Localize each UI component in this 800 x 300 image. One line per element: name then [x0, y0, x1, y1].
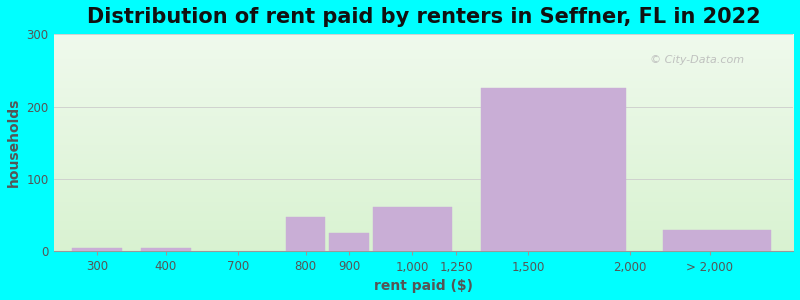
Title: Distribution of rent paid by renters in Seffner, FL in 2022: Distribution of rent paid by renters in … [86, 7, 760, 27]
Bar [141, 248, 191, 251]
Y-axis label: households: households [7, 98, 21, 188]
Bar [662, 230, 771, 251]
Bar [373, 206, 452, 251]
Text: © City-Data.com: © City-Data.com [650, 55, 744, 65]
Bar [72, 248, 122, 251]
Bar [482, 88, 626, 251]
X-axis label: rent paid ($): rent paid ($) [374, 279, 473, 293]
Bar [286, 218, 326, 251]
Bar [329, 233, 369, 251]
